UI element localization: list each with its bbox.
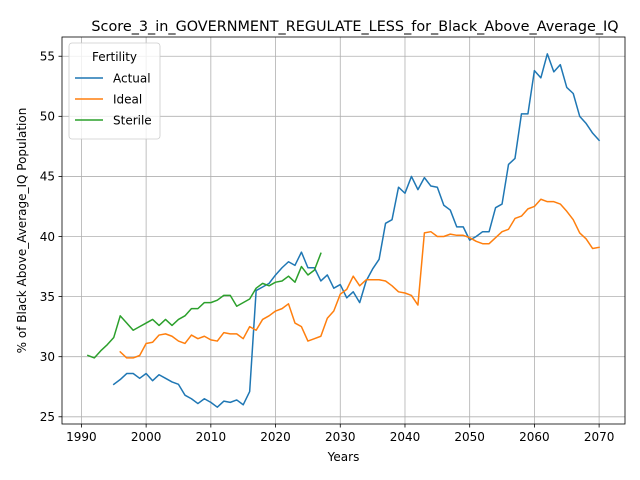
legend-box	[68, 42, 161, 140]
x-tick-label: 2030	[325, 430, 356, 444]
x-tick-label: 1990	[66, 430, 97, 444]
x-tick-label: 2050	[454, 430, 485, 444]
series-line-ideal	[119, 198, 600, 359]
y-tick-label: 50	[40, 110, 55, 124]
y-tick-label: 30	[40, 350, 55, 364]
y-tick-label: 45	[40, 170, 55, 184]
x-tick-label: 2020	[260, 430, 291, 444]
plot-frame	[61, 36, 626, 425]
legend-label-sterile: Sterile	[113, 113, 152, 127]
legend-items: Actual Ideal Sterile	[75, 71, 152, 127]
chart-title: Score_3_in_GOVERNMENT_REGULATE_LESS_for_…	[91, 19, 618, 35]
y-tick-label: 35	[40, 290, 55, 304]
x-axis: 1990 2000 2010 2020 2030 2040 2050 2060 2070	[66, 424, 614, 444]
y-tick-label: 40	[40, 230, 55, 244]
x-axis-label: Years	[327, 450, 360, 464]
series-layer	[86, 53, 601, 408]
legend: Fertility Actual Ideal Sterile	[68, 42, 161, 140]
series-line-actual	[112, 53, 601, 408]
legend-title: Fertility	[92, 50, 137, 64]
grid	[62, 37, 625, 424]
series-line-sterile	[86, 252, 322, 359]
x-tick-label: 2070	[584, 430, 615, 444]
y-tick-label: 25	[40, 410, 55, 424]
y-axis: 25 30 35 40 45 50 55	[40, 50, 62, 424]
x-tick-label: 2040	[390, 430, 421, 444]
x-tick-label: 2060	[519, 430, 550, 444]
x-tick-label: 2000	[131, 430, 162, 444]
legend-label-ideal: Ideal	[113, 92, 142, 106]
y-tick-label: 55	[40, 50, 55, 64]
x-tick-label: 2010	[196, 430, 227, 444]
y-axis-label: % of Black Above_Average_IQ Population	[15, 108, 29, 354]
legend-label-actual: Actual	[113, 71, 151, 85]
